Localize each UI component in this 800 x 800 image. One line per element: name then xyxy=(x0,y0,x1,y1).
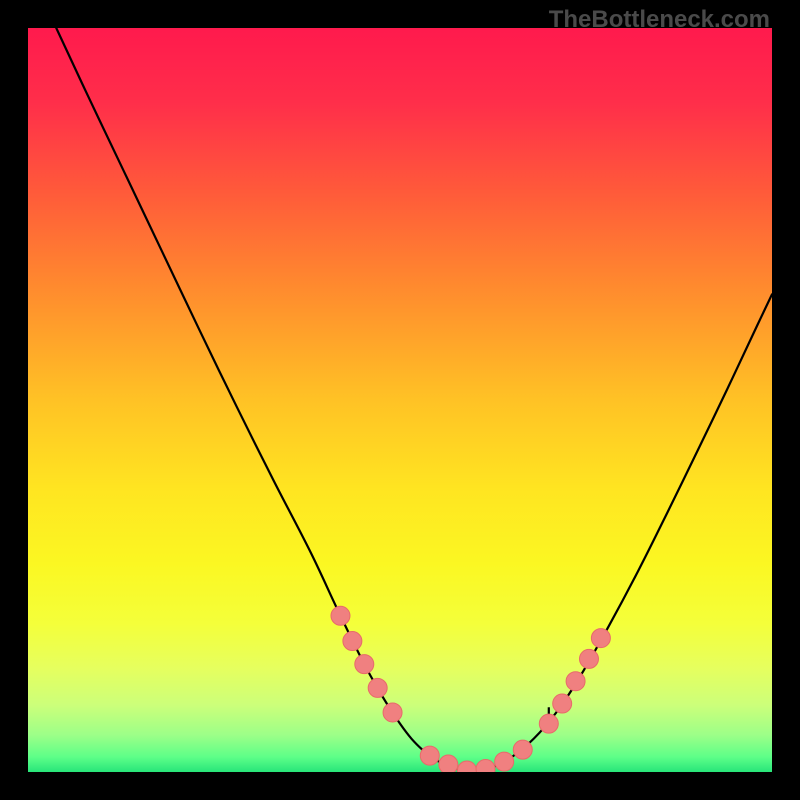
marker-bottom xyxy=(495,752,514,771)
chart-svg xyxy=(28,28,772,772)
marker-bottom xyxy=(513,740,532,759)
marker-left xyxy=(383,703,402,722)
marker-right xyxy=(539,714,558,733)
marker-bottom xyxy=(420,746,439,765)
bottleneck-curve xyxy=(56,28,772,771)
marker-bottom xyxy=(476,760,495,772)
marker-right xyxy=(579,649,598,668)
marker-left xyxy=(331,606,350,625)
marker-left xyxy=(355,655,374,674)
marker-right xyxy=(591,629,610,648)
plot-area xyxy=(28,28,772,772)
marker-left xyxy=(368,678,387,697)
watermark-text: TheBottleneck.com xyxy=(549,6,770,34)
marker-bottom xyxy=(439,755,458,772)
marker-right xyxy=(553,694,572,713)
chart-container: TheBottleneck.com xyxy=(0,0,800,800)
marker-right xyxy=(566,672,585,691)
marker-bottom xyxy=(457,761,476,772)
marker-left xyxy=(343,632,362,651)
